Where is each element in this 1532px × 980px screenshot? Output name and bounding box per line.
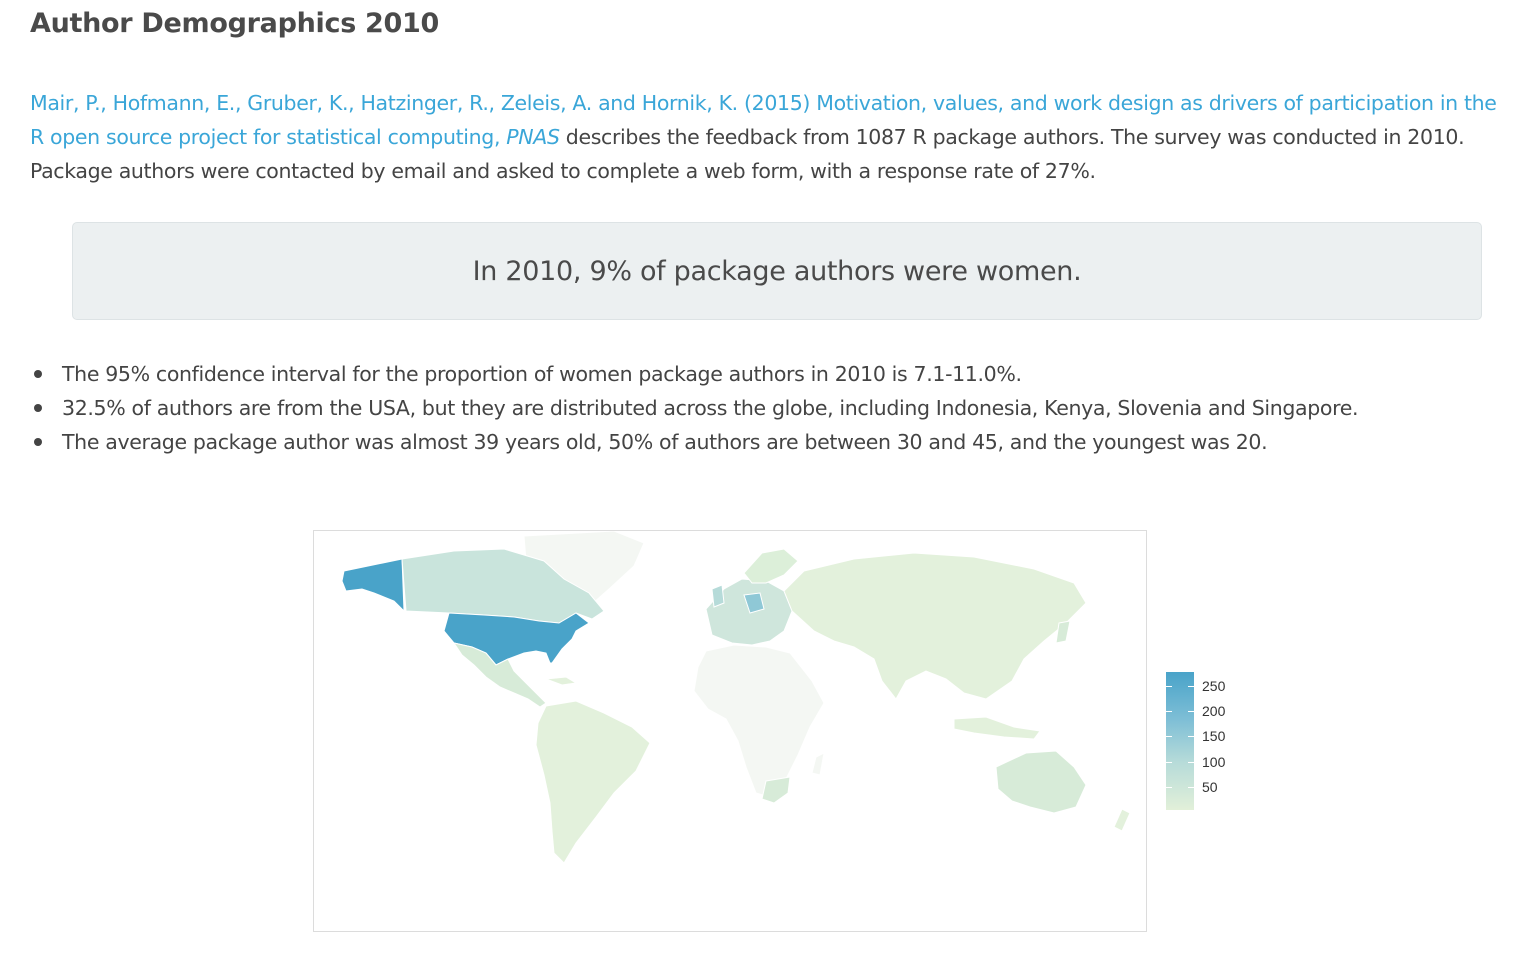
legend-tick-mark bbox=[1188, 787, 1194, 788]
region-south-africa bbox=[761, 776, 791, 804]
legend-label-200: 200 bbox=[1202, 703, 1226, 719]
intro-paragraph: Mair, P., Hofmann, E., Gruber, K., Hatzi… bbox=[30, 86, 1512, 188]
page-title: Author Demographics 2010 bbox=[30, 8, 440, 39]
fact-text: 32.5% of authors are from the USA, but t… bbox=[62, 396, 1359, 420]
bullet-icon bbox=[34, 370, 42, 378]
fact-text: The 95% confidence interval for the prop… bbox=[62, 362, 1022, 386]
region-scandinavia bbox=[743, 548, 799, 584]
legend-label-250: 250 bbox=[1202, 678, 1226, 694]
region-uk bbox=[711, 584, 725, 608]
region-caribbean bbox=[545, 676, 578, 686]
legend-tick-mark bbox=[1166, 736, 1172, 737]
region-europe bbox=[705, 578, 793, 646]
region-japan bbox=[1055, 620, 1071, 644]
map-legend: 250 200 150 100 50 bbox=[1166, 672, 1246, 812]
legend-tick-mark bbox=[1166, 686, 1172, 687]
bullet-icon bbox=[34, 438, 42, 446]
journal-name: PNAS bbox=[506, 125, 560, 149]
fact-text: The average package author was almost 39… bbox=[62, 430, 1268, 454]
legend-label-100: 100 bbox=[1202, 754, 1226, 770]
region-australia bbox=[995, 750, 1087, 814]
region-alaska bbox=[341, 558, 405, 613]
legend-label-150: 150 bbox=[1202, 728, 1226, 744]
region-germany bbox=[743, 592, 765, 614]
legend-tick-mark bbox=[1166, 762, 1172, 763]
legend-tick-mark bbox=[1166, 711, 1172, 712]
world-map bbox=[313, 530, 1147, 932]
callout-box: In 2010, 9% of package authors were wome… bbox=[72, 222, 1482, 320]
region-asia bbox=[783, 552, 1087, 700]
legend-tick-mark bbox=[1166, 787, 1172, 788]
intro-rest-text: describes the feedback from 1087 R packa… bbox=[30, 125, 1465, 183]
citation-link[interactable]: Mair, P., Hofmann, E., Gruber, K., Hatzi… bbox=[30, 91, 1497, 149]
region-indonesia bbox=[953, 716, 1041, 740]
legend-color-bar bbox=[1166, 672, 1194, 810]
list-item: The average package author was almost 39… bbox=[30, 425, 1510, 459]
legend-tick-mark bbox=[1188, 711, 1194, 712]
region-south-america bbox=[535, 700, 651, 864]
list-item: 32.5% of authors are from the USA, but t… bbox=[30, 391, 1510, 425]
citation-link-text: Mair, P., Hofmann, E., Gruber, K., Hatzi… bbox=[30, 91, 1497, 149]
list-item: The 95% confidence interval for the prop… bbox=[30, 357, 1510, 391]
bullet-icon bbox=[34, 404, 42, 412]
callout-text: In 2010, 9% of package authors were wome… bbox=[472, 255, 1082, 287]
region-mexico bbox=[452, 642, 547, 708]
legend-tick-mark bbox=[1188, 736, 1194, 737]
region-africa bbox=[693, 644, 825, 798]
region-new-zealand bbox=[1113, 808, 1131, 832]
region-madagascar bbox=[811, 752, 825, 776]
facts-list: The 95% confidence interval for the prop… bbox=[30, 357, 1510, 459]
world-map-svg bbox=[341, 531, 1131, 864]
legend-tick-mark bbox=[1188, 762, 1194, 763]
legend-label-50: 50 bbox=[1202, 779, 1218, 795]
legend-tick-mark bbox=[1188, 686, 1194, 687]
